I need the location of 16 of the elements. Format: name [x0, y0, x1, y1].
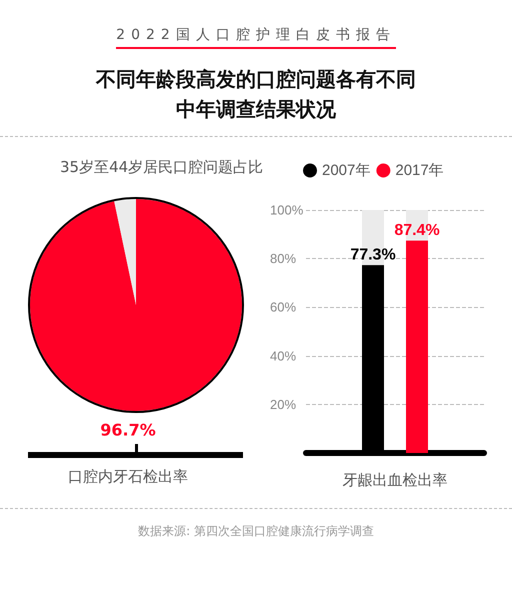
- legend-label: 2017年: [395, 162, 444, 179]
- y-tick-label: 80%: [270, 251, 296, 266]
- source-note: 数据来源: 第四次全国口腔健康流行病学调查: [137, 523, 375, 540]
- legend-label: 2007年: [322, 162, 370, 179]
- y-tick-label: 60%: [270, 300, 296, 315]
- data-label: 77.3%: [350, 246, 396, 264]
- data-label: 87.4%: [394, 222, 440, 240]
- data-label: 96.7%: [100, 420, 156, 440]
- y-tick-label: 20%: [270, 396, 296, 412]
- chart-title: 不同年龄段高发的口腔问题各有不同中年调查结果状况: [94, 66, 417, 123]
- chart-subtitle: 35岁至44岁居民口腔问题占比: [60, 158, 264, 177]
- x-axis-title: 牙龈出血检出率: [342, 472, 448, 489]
- y-tick-label: 100%: [270, 202, 304, 218]
- text: 口腔内牙石检出率: [68, 468, 188, 486]
- y-tick-label: 40%: [270, 348, 296, 364]
- text: 2022国人口腔护理白皮书报告: [116, 27, 396, 49]
